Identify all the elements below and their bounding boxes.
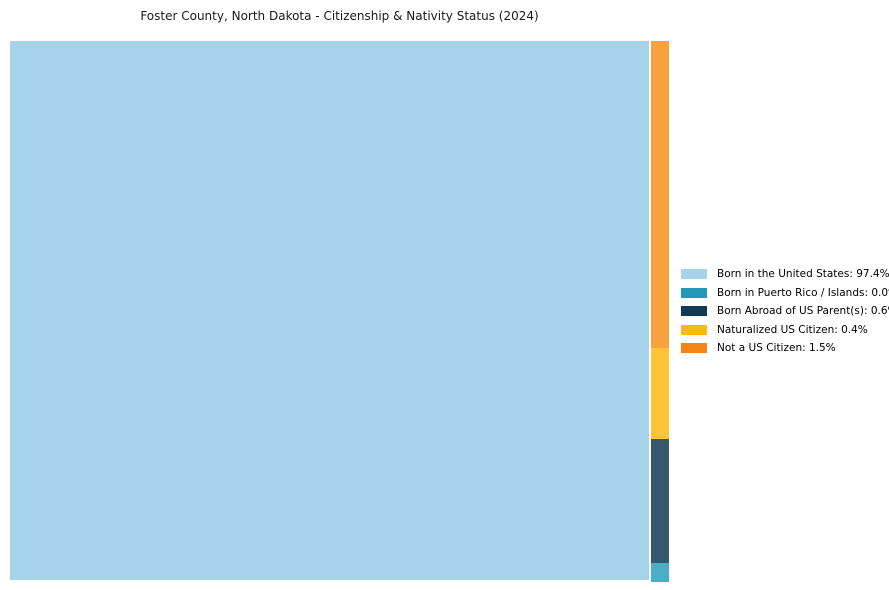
legend-label: Born in the United States: 97.4% — [717, 268, 889, 280]
legend-swatch-born-in-us — [681, 269, 707, 280]
chart-title: Foster County, North Dakota - Citizenshi… — [140, 9, 539, 23]
legend-item-born-in-pr-islands: Born in Puerto Rico / Islands: 0.0% — [681, 284, 889, 303]
legend-swatch-born-in-pr-islands — [681, 287, 707, 298]
treemap — [10, 41, 669, 582]
treemap-segment-born-in-us — [10, 41, 649, 580]
legend-item-not-a-us-citizen: Not a US Citizen: 1.5% — [681, 339, 889, 358]
treemap-segment-born-abroad-us-parents — [651, 439, 669, 563]
treemap-segment-born-in-pr-islands — [651, 563, 669, 582]
treemap-segment-naturalized-us-citizen — [651, 348, 669, 439]
legend-item-born-in-us: Born in the United States: 97.4% — [681, 265, 889, 284]
legend-swatch-born-abroad-us-parents — [681, 306, 707, 317]
legend-label: Not a US Citizen: 1.5% — [717, 342, 836, 354]
legend-label: Naturalized US Citizen: 0.4% — [717, 323, 868, 336]
legend-label: Born Abroad of US Parent(s): 0.6% — [717, 305, 889, 317]
legend: Born in the United States: 97.4% Born in … — [681, 265, 889, 358]
legend-swatch-not-a-us-citizen — [681, 343, 707, 354]
legend-item-born-abroad-us-parents: Born Abroad of US Parent(s): 0.6% — [681, 302, 889, 321]
legend-label: Born in Puerto Rico / Islands: 0.0% — [717, 286, 889, 299]
legend-swatch-naturalized-us-citizen — [681, 324, 707, 335]
treemap-segment-not-a-us-citizen — [651, 41, 669, 348]
legend-item-naturalized-us-citizen: Naturalized US Citizen: 0.4% — [681, 321, 889, 340]
